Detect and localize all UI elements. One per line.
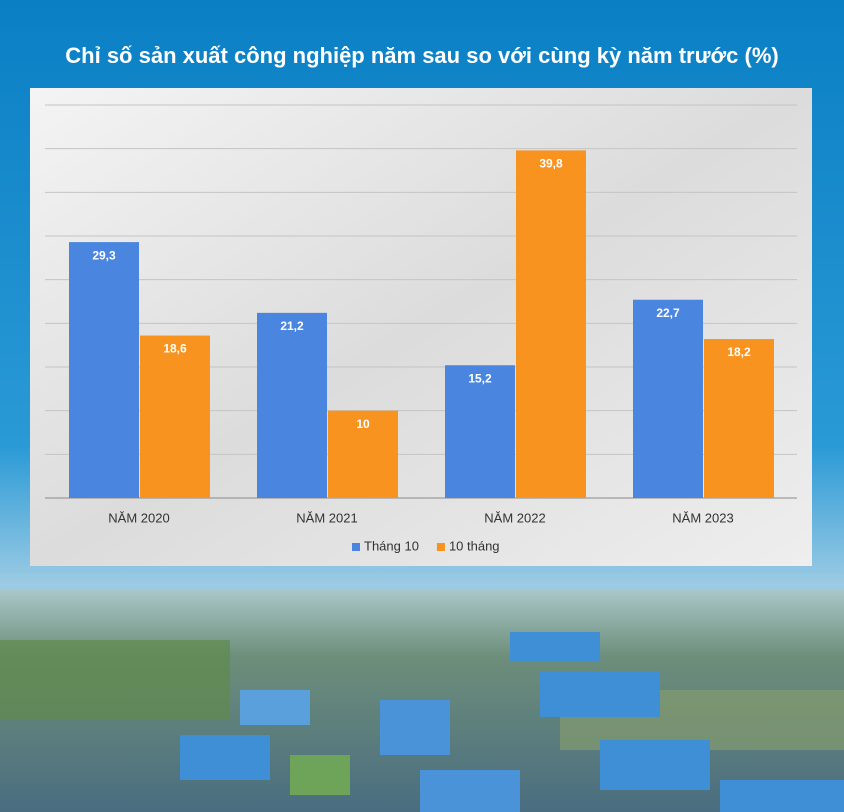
- bar: [69, 242, 139, 498]
- aerial-scene: [0, 590, 844, 812]
- legend-label: Tháng 10: [364, 538, 419, 553]
- x-tick-label: NĂM 2021: [296, 510, 357, 525]
- bar: [633, 299, 703, 498]
- bar: [445, 365, 515, 498]
- bar: [140, 335, 210, 498]
- x-tick-label: NĂM 2020: [108, 510, 169, 525]
- data-label: 29,3: [92, 248, 116, 262]
- data-label: 15,2: [468, 371, 492, 385]
- data-label: 39,8: [539, 157, 563, 171]
- chart-title: Chỉ số sản xuất công nghiệp năm sau so v…: [65, 43, 778, 68]
- x-tick-label: NĂM 2022: [484, 510, 545, 525]
- legend-label: 10 tháng: [449, 538, 500, 553]
- x-tick-label: NĂM 2023: [672, 510, 733, 525]
- data-label: 18,6: [163, 342, 187, 356]
- data-label: 22,7: [656, 306, 680, 320]
- bar: [257, 312, 327, 498]
- legend-swatch: [436, 543, 445, 551]
- bar: [704, 339, 774, 498]
- bar: [516, 150, 586, 498]
- legend-swatch: [352, 543, 360, 551]
- data-label: 21,2: [280, 319, 304, 333]
- data-label: 10: [356, 417, 370, 431]
- bar: [328, 410, 398, 498]
- data-label: 18,2: [727, 345, 751, 359]
